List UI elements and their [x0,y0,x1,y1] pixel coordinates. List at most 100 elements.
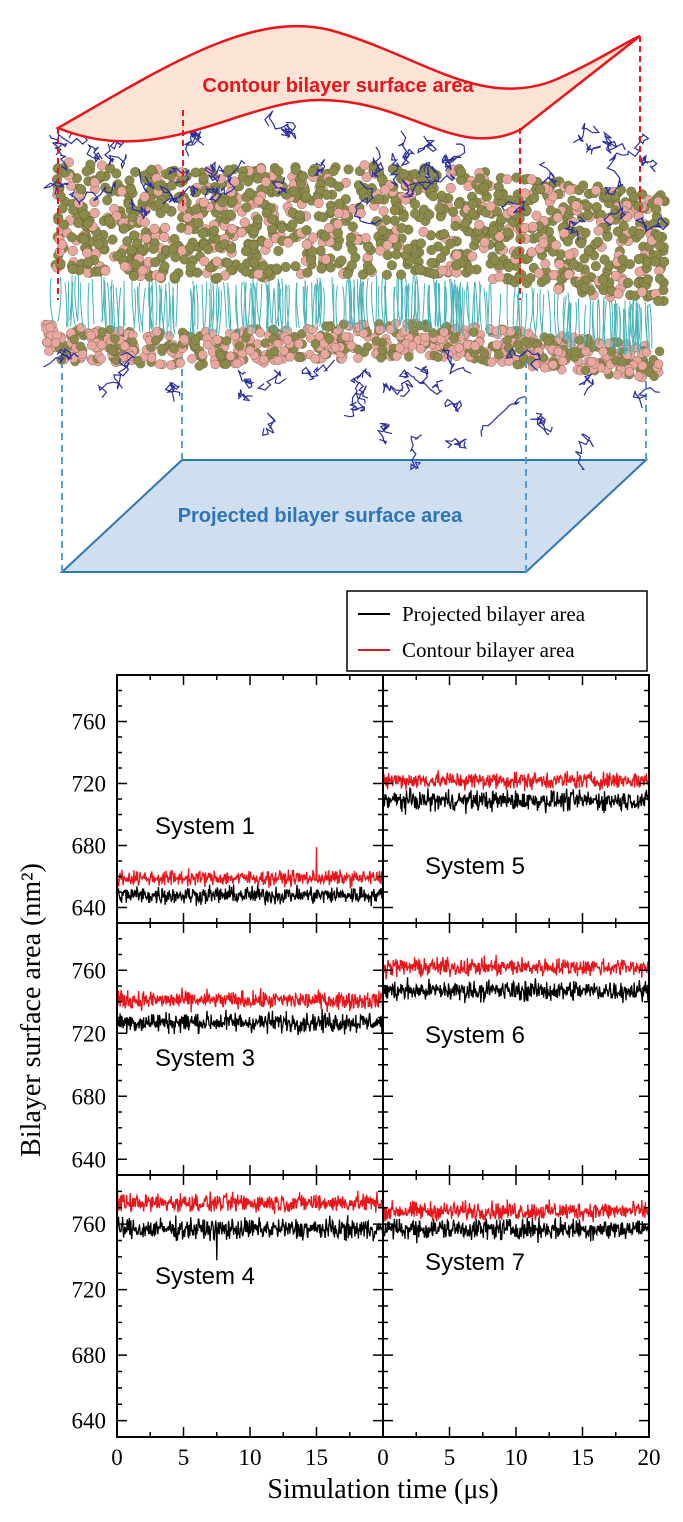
lipid-tail [150,285,154,331]
lipid-bead [479,348,490,358]
polymer-chain [500,200,526,214]
lipid-tail [588,296,591,342]
lipid-bead [642,274,653,285]
lipid-tail [79,282,84,328]
polymer-chain [443,143,466,171]
lipid-bead [185,262,196,273]
polymer-chain [601,131,626,154]
lipid-bead [371,336,382,346]
lipid-bead [612,226,623,237]
lipid-bead [330,342,341,353]
polymer-chain [86,143,103,164]
lipid-bead [633,201,644,212]
lipid-bead [76,322,86,333]
lipid-tail [450,278,453,324]
lipid-tail [598,298,601,344]
lipid-tail [646,303,649,350]
lipid-tail [452,289,455,335]
lipid-bead [271,263,282,274]
polymer-chain [632,387,660,409]
panel-frame [116,674,384,924]
lipid-bead [243,176,254,187]
lipid-tail [532,288,537,334]
contour-sheet [55,24,641,300]
lipid-bead [429,269,440,280]
lipid-bead [578,180,589,191]
lipid-bead [209,225,220,236]
series-projected-bilayer-area [117,1215,383,1261]
lipid-tail [483,288,487,334]
lipid-bead [307,246,318,257]
lipid-bead [69,334,79,345]
lipid-bead [451,260,462,271]
lipid-tail [115,287,119,333]
lipid-bead [392,351,402,361]
panel-frame [382,922,650,1176]
lipid-bead [148,243,159,254]
lipid-tail [608,298,612,344]
polymer-chain [43,179,69,196]
lipid-bead [391,249,402,260]
lipid-bead [57,239,68,250]
lipid-tail [321,287,325,333]
lipid-tail [583,304,587,350]
lipid-bead [377,174,388,185]
lipid-bead [151,335,161,346]
lipid-tail [208,289,211,335]
series-projected-bilayer-area [383,1216,649,1244]
polymer-chain [574,433,595,470]
panel-label: System 7 [425,1249,525,1276]
lipid-bead [313,198,324,209]
lipid-bead [554,259,565,270]
lipid-bead [215,351,226,361]
lipid-bead [581,201,592,212]
lipid-bead [428,191,439,202]
y-tick-label: 760 [72,1212,107,1237]
lipid-bead [602,231,613,242]
lipid-bead [119,223,130,234]
lipid-bead [182,212,193,223]
lipid-bead [97,327,108,337]
lipid-tail [278,282,284,329]
lipid-bead [346,232,357,243]
lipid-bead [73,218,84,229]
lipid-bead [479,237,490,248]
lipid-tail [286,285,290,332]
lipid-bead [191,204,202,215]
lipid-bead [288,186,299,197]
lipid-tail [57,276,62,323]
lipid-bead [310,339,321,349]
lipid-bead [613,288,624,299]
lipid-bead [323,322,333,332]
lipid-bead [175,358,185,368]
lipid-tail [71,282,77,328]
lipid-tail [506,284,509,330]
lipid-bead [494,231,505,242]
lipid-tail [359,285,364,331]
lipid-tail [489,281,493,327]
lipid-bead [389,205,400,216]
lipid-bead [380,184,391,195]
lipid-bead [79,209,90,220]
lipid-tail [405,285,409,331]
polymer-chain [237,389,253,402]
lipid-tail [573,302,577,348]
lipid-bead [475,173,486,184]
lipid-tail [512,286,516,332]
lipid-bead [93,239,104,250]
lipid-bead [187,354,197,364]
lipid-tail [352,286,357,332]
lipid-bead [194,361,205,371]
lipid-bead [617,254,628,265]
polymer-chain [168,184,199,203]
lipid-tail [160,288,166,334]
y-axis-label: Bilayer surface area (nm²) [16,863,47,1157]
polymer-chain [103,143,127,170]
lipid-bead [382,240,393,251]
lipid-tail [366,277,369,323]
lipid-bead [485,201,496,212]
lipid-bead [336,255,347,266]
lipid-bead [629,192,640,203]
polymer-chain [68,181,116,206]
